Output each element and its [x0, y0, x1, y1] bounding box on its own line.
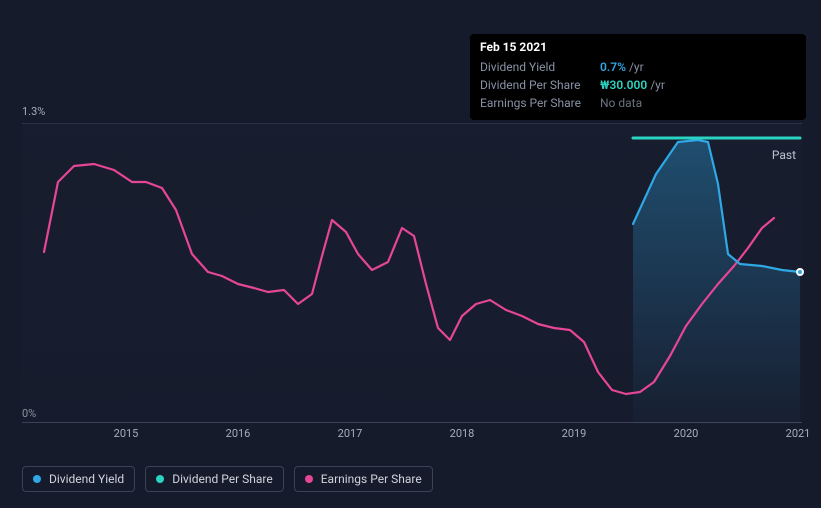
legend-label: Earnings Per Share — [321, 472, 422, 486]
tooltip-row: Earnings Per ShareNo data — [480, 94, 796, 112]
x-axis-tick: 2017 — [338, 427, 363, 440]
x-axis-tick: 2018 — [450, 427, 475, 440]
tooltip-nodata: No data — [600, 96, 642, 110]
dividend-yield-area — [633, 140, 800, 424]
legend-item[interactable]: Dividend Yield — [22, 466, 135, 492]
plot-region[interactable]: Past — [22, 123, 802, 423]
x-axis-tick: 2021 — [786, 427, 811, 440]
legend-item[interactable]: Dividend Per Share — [145, 466, 284, 492]
tooltip-row: Dividend Per Share₩30.000/yr — [480, 76, 796, 94]
legend-label: Dividend Yield — [49, 472, 124, 486]
tooltip-label: Dividend Yield — [480, 60, 600, 74]
legend-label: Dividend Per Share — [172, 472, 273, 486]
legend-item[interactable]: Earnings Per Share — [294, 466, 433, 492]
chart-svg — [22, 124, 802, 424]
tooltip-label: Earnings Per Share — [480, 96, 600, 110]
y-axis-top-label: 1.3% — [22, 105, 45, 118]
x-axis-tick: 2015 — [114, 427, 139, 440]
x-axis: 2015201620172018201920202021 — [22, 427, 802, 447]
x-axis-tick: 2020 — [674, 427, 699, 440]
tooltip-unit: /yr — [650, 78, 665, 92]
chart-area: 1.3% 0% Past 201520162017201820192020202… — [22, 105, 802, 445]
past-label: Past — [772, 148, 796, 162]
tooltip-date: Feb 15 2021 — [480, 40, 796, 54]
tooltip-label: Dividend Per Share — [480, 78, 600, 92]
legend-dot-icon — [305, 475, 313, 483]
x-axis-tick: 2019 — [562, 427, 587, 440]
legend-dot-icon — [156, 475, 164, 483]
tooltip-unit: /yr — [629, 60, 644, 74]
tooltip-value: ₩30.000 — [600, 78, 647, 92]
tooltip-row: Dividend Yield0.7%/yr — [480, 58, 796, 76]
tooltip-value: 0.7% — [600, 60, 626, 74]
series-end-dot-icon — [796, 268, 804, 276]
legend: Dividend Yield Dividend Per Share Earnings… — [22, 466, 433, 492]
chart-tooltip: Feb 15 2021 Dividend Yield0.7%/yrDividen… — [470, 34, 806, 120]
legend-dot-icon — [33, 475, 41, 483]
x-axis-tick: 2016 — [226, 427, 251, 440]
